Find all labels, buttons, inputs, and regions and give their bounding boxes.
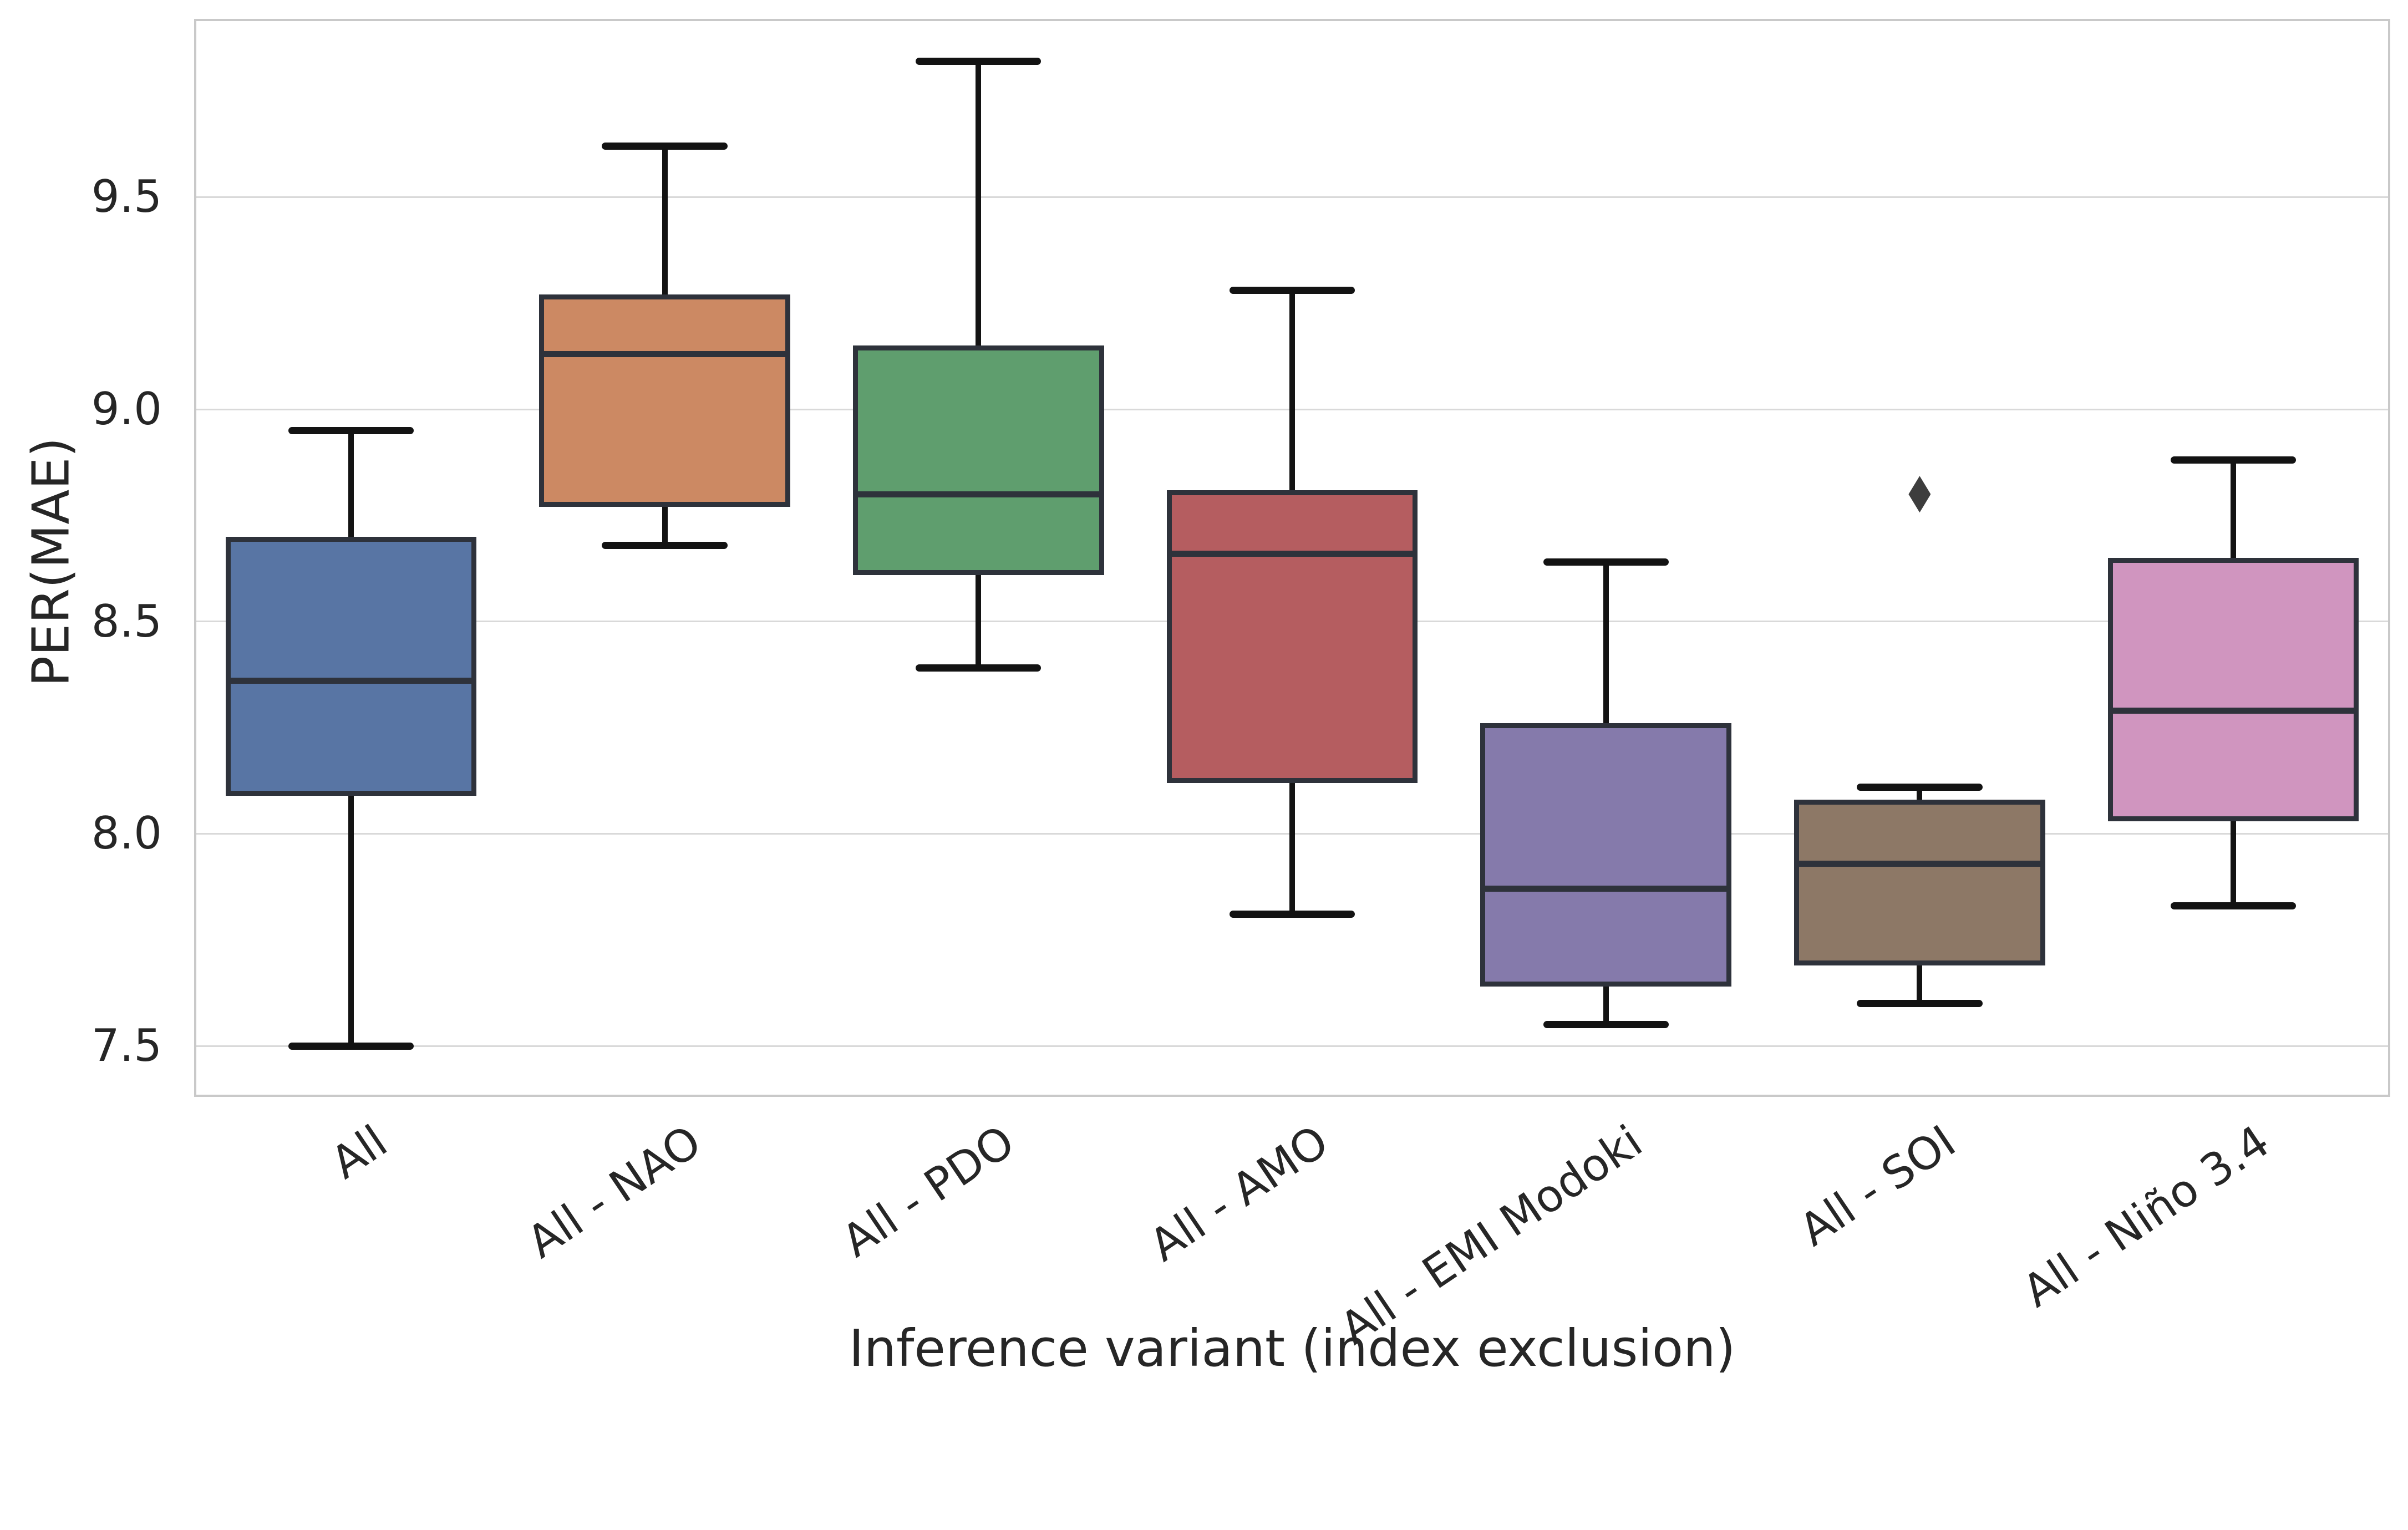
median-line: [1485, 886, 1726, 892]
box-7: [2107, 558, 2359, 821]
whisker-cap-top: [602, 143, 728, 150]
y-tick-label: 8.0: [91, 807, 162, 860]
median-line: [1171, 550, 1413, 557]
box-3: [853, 345, 1104, 575]
box-4: [1166, 490, 1418, 783]
box-5: [1480, 723, 1731, 987]
whisker-cap-top: [916, 58, 1042, 65]
whisker-cap-bottom: [288, 1042, 414, 1050]
y-tick-label: 9.0: [91, 383, 162, 435]
whisker-cap-top: [2171, 456, 2297, 464]
gridline-y-7.5: [194, 1045, 2390, 1047]
y-tick-label: 7.5: [91, 1020, 162, 1072]
whisker-cap-bottom: [1857, 1000, 1983, 1008]
whisker-cap-top: [1543, 558, 1669, 566]
whisker-cap-bottom: [602, 541, 728, 549]
box-6: [1794, 800, 2045, 965]
whisker-cap-top: [1857, 783, 1983, 791]
box-2: [539, 294, 790, 507]
y-tick-label: 9.5: [91, 171, 162, 223]
gridline-y-9.5: [194, 196, 2390, 198]
median-line: [544, 351, 785, 358]
median-line: [230, 678, 472, 684]
median-line: [2112, 708, 2354, 714]
box-1: [225, 536, 477, 796]
x-axis-label: Inference variant (index exclusion): [849, 1319, 1736, 1378]
whisker-cap-bottom: [1229, 911, 1355, 918]
whisker-cap-top: [1229, 287, 1355, 294]
whisker-cap-bottom: [916, 664, 1042, 672]
plot-area: [194, 19, 2390, 1097]
y-tick-label: 8.5: [91, 595, 162, 647]
y-axis-label: PER(MAE): [21, 437, 81, 687]
median-line: [1799, 860, 2040, 867]
whisker-cap-bottom: [2171, 902, 2297, 910]
boxplot-figure: PER(MAE) Inference variant (index exclus…: [21, 19, 2390, 1378]
whisker-cap-bottom: [1543, 1021, 1669, 1029]
median-line: [858, 491, 1099, 497]
whisker-cap-top: [288, 426, 414, 434]
